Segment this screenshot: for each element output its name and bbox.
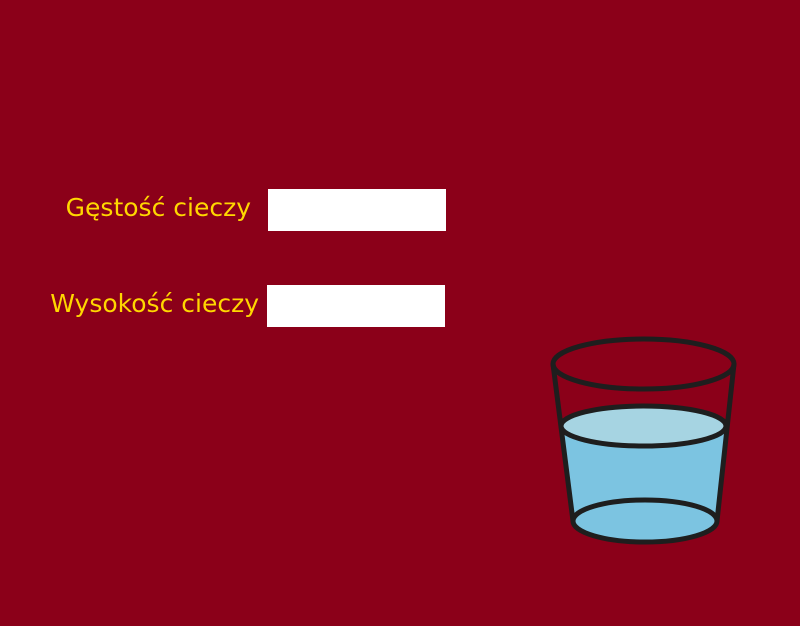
density-label: Gęstość cieczy (65, 193, 251, 222)
glass-left-side (550, 361, 576, 524)
water-surface (558, 403, 729, 449)
water-body (561, 426, 726, 542)
glass-right-side (714, 361, 737, 524)
glass-of-water-icon (550, 336, 737, 545)
height-label: Wysokość cieczy (50, 289, 259, 318)
height-input[interactable] (267, 285, 445, 327)
density-input[interactable] (268, 189, 446, 231)
glass-rim (550, 336, 737, 392)
